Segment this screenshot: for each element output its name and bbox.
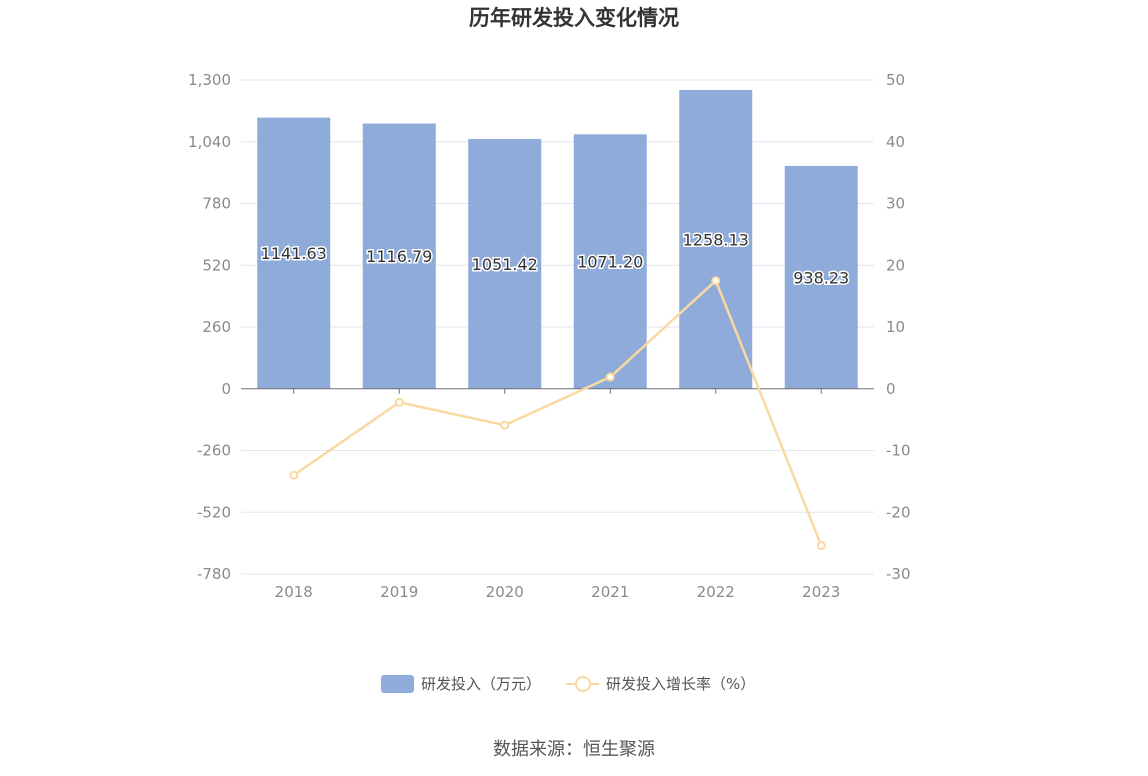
bar-value-label: 1116.79 [366, 247, 432, 266]
legend: 研发投入（万元） 研发投入增长率（%） [381, 675, 755, 693]
left-tick-label: 1,040 [188, 133, 231, 151]
legend-line-label: 研发投入增长率（%） [606, 675, 755, 693]
x-tick-label: 2021 [591, 583, 629, 601]
right-tick-label: 50 [886, 71, 905, 89]
left-tick-label: 780 [202, 195, 231, 213]
x-tick-label: 2022 [697, 583, 735, 601]
right-tick-label: -30 [886, 565, 911, 583]
bar-value-label: 1071.20 [577, 253, 643, 272]
left-tick-label: 0 [221, 380, 231, 398]
left-axis: 1,300 1,040 780 520 260 0 -260 -520 -780 [188, 71, 231, 583]
bar-value-label: 938.23 [793, 268, 849, 287]
right-tick-label: 40 [886, 133, 905, 151]
growth-point [605, 372, 615, 382]
right-tick-label: 20 [886, 256, 905, 274]
left-tick-label: 1,300 [188, 71, 231, 89]
left-tick-label: -780 [197, 565, 231, 583]
x-tick-label: 2018 [275, 583, 313, 601]
chart-title: 历年研发投入变化情况 [469, 6, 679, 30]
right-axis: 50 40 30 20 10 0 -10 -20 -30 [886, 71, 911, 583]
legend-bar-label: 研发投入（万元） [421, 675, 541, 693]
line-series [289, 276, 826, 551]
bar [468, 139, 542, 389]
bar-value-label: 1051.42 [472, 255, 538, 274]
growth-point [711, 276, 721, 286]
legend-line-marker [575, 676, 591, 692]
left-tick-label: 260 [202, 318, 231, 336]
left-tick-label: -520 [197, 503, 231, 521]
growth-point [289, 470, 299, 480]
source-note: 数据来源：恒生聚源 [493, 739, 655, 760]
left-tick-label: -260 [197, 442, 231, 460]
growth-point [816, 541, 826, 551]
growth-line [293, 278, 823, 547]
x-axis: 2018 2019 2020 2021 2022 2023 [241, 388, 874, 601]
right-tick-label: 10 [886, 318, 905, 336]
growth-point [394, 397, 404, 407]
bar [573, 134, 647, 389]
bar-value-label: 1141.63 [261, 244, 327, 263]
right-tick-label: -10 [886, 442, 911, 460]
x-tick-label: 2020 [486, 583, 524, 601]
bar [784, 165, 858, 389]
bar [362, 123, 436, 389]
grid-lines [241, 79, 874, 575]
bar-series [257, 89, 858, 389]
x-tick-label: 2023 [802, 583, 840, 601]
bar-value-label: 1258.13 [683, 230, 749, 249]
x-tick-label: 2019 [380, 583, 418, 601]
right-tick-label: 0 [886, 380, 896, 398]
legend-item-bar[interactable]: 研发投入（万元） [381, 675, 541, 693]
legend-item-line[interactable]: 研发投入增长率（%） [566, 675, 755, 693]
bar-labels: 1141.63 1116.79 1051.42 1071.20 1258.13 938.2… [259, 229, 851, 289]
legend-bar-swatch [381, 675, 414, 693]
growth-point [500, 420, 510, 430]
left-tick-label: 520 [202, 256, 231, 274]
right-tick-label: -20 [886, 503, 911, 521]
bar [257, 117, 331, 389]
right-tick-label: 30 [886, 195, 905, 213]
